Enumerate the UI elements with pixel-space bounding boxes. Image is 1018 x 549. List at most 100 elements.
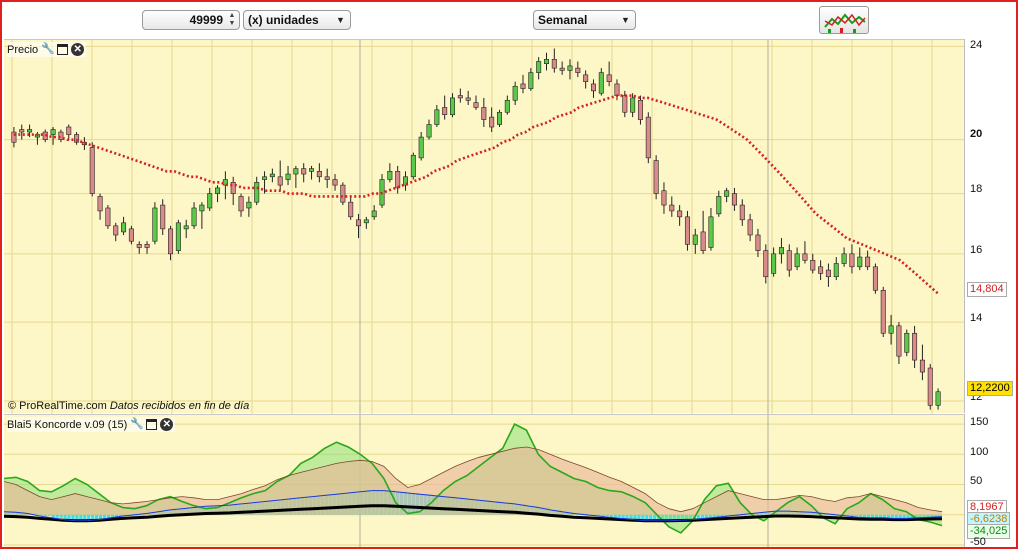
candle-body	[927, 367, 933, 406]
blue-histogram-bar	[63, 514, 67, 520]
candle-body	[121, 222, 127, 233]
units-input[interactable]: 49999 ▲ ▼	[142, 10, 240, 30]
blue-histogram-bar	[59, 514, 63, 518]
candle-body	[919, 359, 925, 373]
window-icon[interactable]	[146, 419, 158, 430]
candle-body	[66, 126, 72, 135]
candle-body	[747, 219, 753, 236]
blue-histogram-bar	[95, 514, 99, 521]
price-tick-label: 24	[970, 39, 983, 51]
blue-histogram-bar	[106, 514, 111, 520]
brown-line	[4, 446, 943, 513]
blue-histogram-bar	[890, 514, 894, 518]
blue-histogram-bar	[847, 514, 851, 516]
candle-body	[912, 332, 918, 361]
price-tick-label: 20	[970, 128, 983, 140]
blue-histogram-bar	[83, 514, 87, 521]
candle-body	[19, 129, 25, 133]
blue-histogram-bar	[114, 514, 119, 518]
units-dropdown[interactable]: (x) unidades ▼	[243, 10, 351, 30]
blue-histogram-bar	[696, 514, 700, 520]
blue-histogram-bar	[712, 514, 716, 519]
credit-brand: © ProRealTime.com	[8, 400, 107, 412]
blue-histogram-bar	[858, 514, 863, 518]
blue-histogram-bar	[637, 514, 641, 520]
candle-body	[551, 59, 557, 69]
candle-body	[309, 168, 315, 172]
candle-body	[97, 196, 103, 212]
spinner-icon[interactable]: ▲ ▼	[228, 12, 236, 27]
candle-body	[771, 253, 777, 274]
candle-body	[473, 102, 479, 108]
indicator-panel[interactable]: Blai5 Koncorde v.09 (15) 🔧 ✕	[4, 414, 964, 547]
candle-body	[50, 129, 56, 135]
window-icon[interactable]	[57, 44, 69, 55]
candle-body	[739, 204, 745, 221]
price-panel-title: Precio	[7, 43, 39, 56]
period-dropdown-label: Semanal	[538, 13, 588, 27]
blue-histogram-bar	[645, 514, 649, 521]
candle-body	[418, 136, 424, 159]
candle-body	[692, 234, 698, 245]
blue-histogram-bar	[633, 514, 637, 520]
candle-body	[802, 253, 808, 261]
candle-body	[348, 201, 354, 218]
wrench-icon[interactable]: 🔧	[41, 43, 55, 55]
chevron-down-icon[interactable]: ▼	[621, 15, 630, 25]
candle-body	[136, 244, 142, 248]
wrench-icon[interactable]: 🔧	[130, 418, 144, 430]
chevron-down-icon[interactable]: ▼	[336, 15, 345, 25]
blue-histogram-bar	[748, 514, 752, 516]
candle-body	[316, 171, 322, 178]
blue-histogram-bar	[613, 514, 617, 518]
candle-body	[896, 325, 902, 357]
indicator-chart[interactable]	[4, 415, 964, 548]
close-icon[interactable]: ✕	[160, 418, 174, 431]
blue-histogram-bar	[621, 514, 625, 519]
blue-histogram-bar	[55, 514, 59, 518]
chart-type-button[interactable]	[819, 6, 869, 34]
indicator-axis[interactable]: 150 100 50 8,1967 -6,6238 -34,025 -50	[964, 414, 1016, 547]
price-chart[interactable]	[4, 40, 964, 414]
units-dropdown-label: (x) unidades	[248, 13, 319, 27]
candle-body	[403, 176, 409, 186]
blue-histogram-bar	[886, 514, 890, 518]
data-credit: © ProRealTime.com Datos recibidos en fin…	[8, 400, 249, 412]
blue-histogram-bar	[910, 514, 914, 519]
period-dropdown[interactable]: Semanal ▼	[533, 10, 636, 30]
candle-body	[849, 253, 855, 268]
close-icon[interactable]: ✕	[71, 43, 85, 56]
candle-body	[356, 219, 362, 227]
blue-histogram-bar	[43, 514, 47, 516]
blue-histogram-bar	[71, 514, 75, 520]
blue-histogram-bar	[138, 514, 142, 516]
blue-histogram-bar	[874, 514, 879, 518]
candle-body	[301, 168, 307, 175]
indicator-tick-label: 100	[970, 446, 989, 458]
candle-body	[786, 250, 792, 271]
candle-body	[716, 196, 722, 215]
blue-histogram-bar	[854, 514, 859, 516]
candle-body	[520, 83, 526, 89]
blue-histogram-bar	[605, 514, 609, 516]
price-axis[interactable]: 24 20 18 16 14 12 14,804 12,2200	[964, 39, 1016, 413]
candle-body	[825, 269, 831, 278]
candle-body	[246, 201, 252, 209]
candle-body	[105, 207, 111, 227]
blue-histogram-bar	[878, 514, 883, 518]
candle-body	[872, 266, 878, 291]
candle-body	[152, 207, 158, 242]
candle-body	[630, 97, 636, 113]
blue-histogram-bar	[708, 514, 712, 519]
price-panel[interactable]: Precio 🔧 ✕ © ProRealTime.com Datos recib…	[4, 39, 964, 414]
candle-body	[637, 99, 643, 120]
blue-histogram-bar	[110, 514, 115, 518]
candle-body	[645, 116, 651, 159]
chart-type-icon	[824, 13, 866, 33]
candle-body	[755, 234, 761, 251]
candle-body	[230, 182, 236, 194]
candle-body	[387, 171, 393, 180]
black-line	[4, 504, 943, 523]
blue-histogram-bar	[850, 514, 855, 516]
